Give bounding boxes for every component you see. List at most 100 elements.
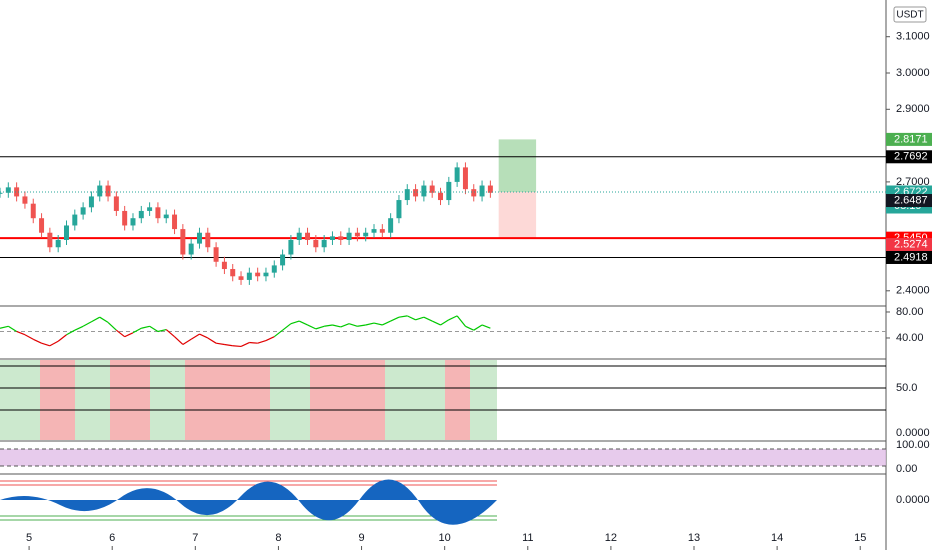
y-tick-label: 3.0000 [896,67,930,79]
rsi-segment [431,320,441,326]
candle-body [88,196,94,208]
price-tag [886,194,932,208]
rsi-segment [481,324,491,329]
rsi-segment [348,323,358,327]
y-tick-label: 2.7000 [896,176,930,188]
rsi-segment [398,315,408,318]
candle-body [122,210,128,226]
x-tick-label: 8 [275,532,281,544]
candle-body [39,218,45,233]
trend-band [310,360,385,440]
candle-body [80,207,86,215]
x-tick-label: 10 [439,532,451,544]
rsi-segment [82,321,92,327]
candle-body [354,232,360,237]
rsi-segment [365,322,375,326]
x-tick-label: 13 [688,532,700,544]
candle-body [5,187,11,193]
candle-body [371,229,377,233]
candle-body [396,200,402,219]
x-tick-label: 14 [771,532,783,544]
rsi-segment [91,316,101,323]
rsi-segment [32,338,42,344]
pane-tick-label: 100.00 [896,439,930,451]
rsi-segment [224,343,233,347]
rsi-segment [124,332,134,338]
rsi-segment [407,315,416,321]
rsi-segment [149,325,159,332]
trend-band [445,360,470,440]
rsi-segment [423,316,433,322]
trend-band [185,360,270,440]
y-tick-label: 2.9000 [896,103,930,115]
pane-tick-label: 0.0000 [896,494,930,506]
rsi-segment [265,336,275,342]
x-tick-label: 6 [109,532,115,544]
rsi-segment [107,321,117,331]
candle-body [155,207,161,219]
candle-body [413,189,419,197]
candle-body [479,185,485,197]
x-tick-label: 12 [605,532,617,544]
candle-body [338,236,344,240]
rsi-segment [240,341,250,347]
candle-body [0,192,3,194]
rsi-segment [49,340,59,347]
rsi-segment [340,323,350,328]
candle-body [255,272,261,277]
rsi-tick-label: 80.00 [896,306,924,318]
rsi-segment [448,315,458,321]
rsi-segment [257,340,267,344]
candle-body [462,167,468,190]
candle-body [72,214,78,226]
candle-body [404,189,410,201]
candle-body [147,207,153,211]
rsi-segment [207,337,217,344]
rsi-segment [390,316,400,322]
price-tag [886,250,932,264]
candle-body [163,214,169,219]
candle-body [321,239,327,248]
x-tick-label: 11 [522,532,533,544]
candle-body [221,261,227,270]
rsi-segment [115,329,126,338]
rsi-segment [273,329,283,338]
price-tag-label: 2.4918 [894,251,928,263]
price-tag-label: 2.8171 [894,133,928,145]
rsi-segment [249,341,258,344]
candle-body [47,232,53,248]
candle-body [263,272,269,277]
x-tick-label: 9 [358,532,364,544]
price-tag [886,238,932,252]
rsi-segment [315,325,325,330]
position-profit [498,139,537,192]
rsi-segment [165,329,175,338]
trend-band [40,360,75,440]
pane-tick-label: 50.0 [896,382,917,394]
currency-badge[interactable] [893,6,927,23]
price-tag-label: 2.6487 [894,194,928,206]
rsi-segment [307,324,317,330]
rsi-segment [74,325,84,331]
x-tick-label: 5 [26,532,32,544]
candle-body [280,254,286,266]
candle-body [205,232,211,248]
candle-body [388,218,394,233]
stoch-band [0,449,886,466]
rsi-segment [99,316,109,323]
rsi-segment [157,328,167,333]
x-tick-label: 7 [192,532,198,544]
price-tag [886,132,932,146]
price-tag-label: 2.5274 [894,238,928,250]
candle-body [22,196,28,204]
rsi-segment [41,342,51,347]
candle-body [14,187,20,197]
rsi-segment [373,322,383,326]
rsi-segment [440,319,450,326]
candle-body [487,185,493,193]
y-tick-label: 2.4000 [896,285,930,297]
rsi-segment [465,325,475,331]
rsi-tick-label: 40.00 [896,332,924,344]
rsi-segment [7,325,17,332]
